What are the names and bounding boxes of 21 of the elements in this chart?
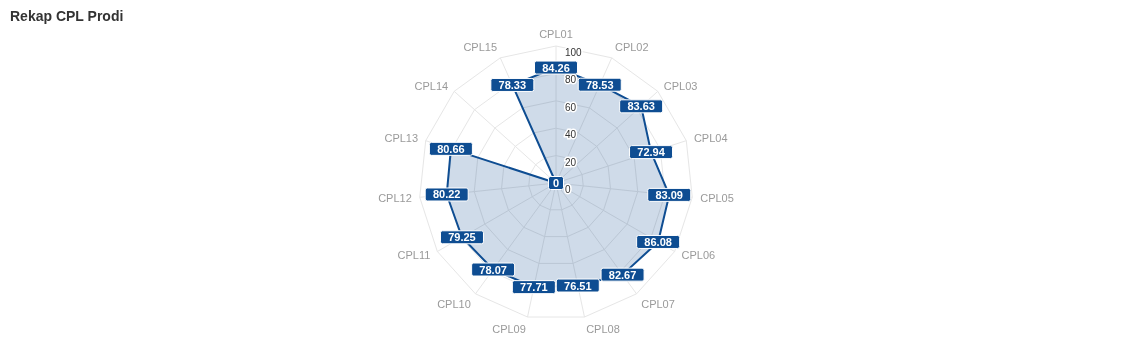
spoke-label: CPL10 bbox=[437, 298, 471, 311]
spoke-label: CPL09 bbox=[492, 322, 526, 335]
y-tick-label: 100 bbox=[565, 47, 583, 58]
spoke-label: CPL13 bbox=[384, 132, 419, 145]
y-tick-label: 60 bbox=[565, 101, 577, 113]
spoke-label: CPL14 bbox=[414, 79, 449, 92]
spoke-label: CPL06 bbox=[681, 249, 716, 262]
y-tick-label: 40 bbox=[565, 129, 577, 141]
spoke-label: CPL01 bbox=[539, 28, 573, 40]
spoke-label: CPL07 bbox=[641, 298, 675, 311]
spoke-label: CPL04 bbox=[693, 132, 728, 145]
y-tick-label: 80 bbox=[565, 74, 577, 86]
spoke-label: CPL15 bbox=[463, 40, 498, 53]
spoke-label: CPL05 bbox=[700, 192, 734, 205]
spoke-label: CPL12 bbox=[378, 192, 412, 205]
y-tick-label: 20 bbox=[565, 156, 577, 168]
spoke-label: CPL11 bbox=[397, 249, 431, 262]
spoke-label: CPL08 bbox=[586, 322, 620, 335]
text: Rekap CPL Prodi bbox=[10, 8, 124, 24]
spoke-label: CPL02 bbox=[614, 40, 649, 53]
spoke-label: CPL03 bbox=[663, 79, 698, 92]
